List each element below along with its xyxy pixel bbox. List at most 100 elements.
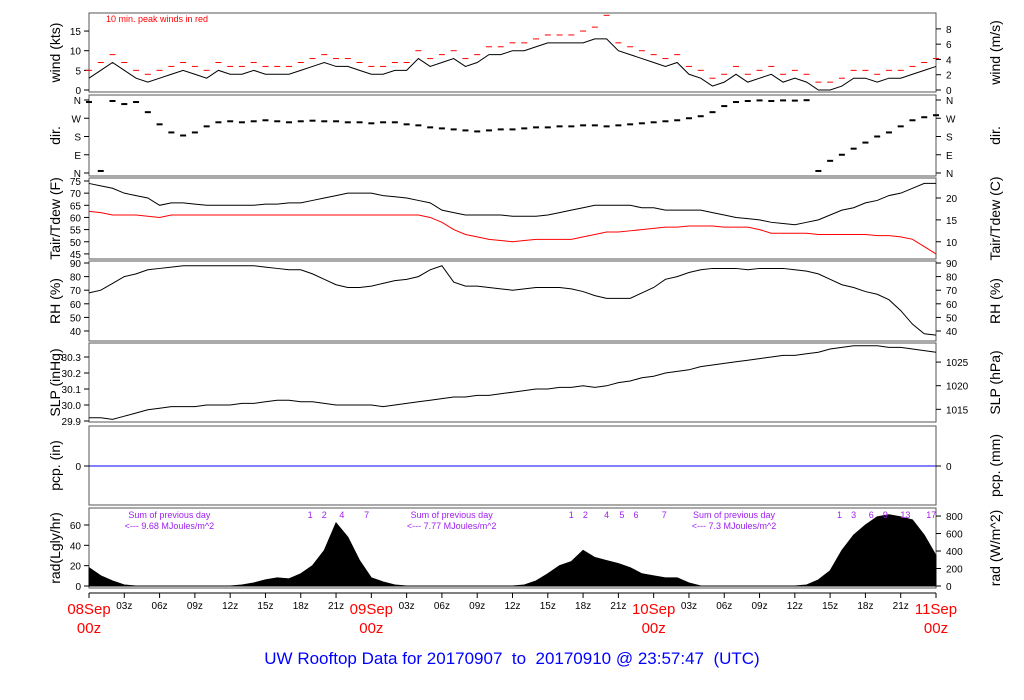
rh-left-tick-label: 90: [70, 259, 82, 270]
dir-left-tick-label: E: [74, 151, 81, 162]
x-tick-label: 06z: [716, 601, 732, 612]
rad-right-tick-label: 0: [946, 582, 952, 593]
wind-panel-frame: [88, 12, 937, 93]
x-date-sublabel: 00z: [924, 620, 948, 637]
rh-left-tick-label: 60: [70, 300, 82, 311]
wind-line: [88, 38, 937, 91]
pcp-ylabel-right: pcp. (mm): [987, 434, 1003, 497]
rad-ylabel-right: rad (W/m^2): [987, 510, 1003, 587]
dir-right-tick-label: N: [946, 96, 953, 107]
rh-right-tick-label: 60: [946, 300, 958, 311]
rad-right-tick-label: 200: [946, 565, 963, 576]
x-date-sublabel: 00z: [359, 620, 383, 637]
wind-right-tick-label: 0: [946, 86, 952, 97]
rh-right-tick-label: 40: [946, 327, 958, 338]
wind-ylabel: wind (kts): [47, 23, 63, 84]
rh-left-tick-label: 80: [70, 273, 82, 284]
dir-left-tick-label: N: [74, 169, 81, 180]
x-tick-label: 03z: [116, 601, 132, 612]
wind-left-tick-label: 15: [70, 27, 82, 38]
temp-ylabel-right: Tair/Tdew (C): [987, 176, 1003, 260]
uv-index-mark: 6: [869, 510, 874, 520]
temp-left-tick-label: 70: [70, 189, 82, 200]
temp-panel-frame: [88, 177, 937, 260]
temp-left-tick-label: 45: [70, 250, 82, 261]
x-tick-label: 12z: [787, 601, 803, 612]
slp-panel-frame: [88, 342, 937, 423]
rad-right-tick-label: 800: [946, 512, 963, 523]
radiation-area: [88, 514, 937, 587]
uv-index-mark: 9: [883, 510, 888, 520]
rh-right-tick-label: 70: [946, 286, 958, 297]
temp-ylabel: Tair/Tdew (F): [47, 177, 63, 259]
x-tick-label: 09z: [469, 601, 485, 612]
temp-left-tick-label: 55: [70, 226, 82, 237]
uv-index-mark: 3: [851, 510, 856, 520]
rh-ylabel: RH (%): [47, 278, 63, 324]
wind-right-tick-label: 4: [946, 55, 952, 66]
Tair-line: [88, 182, 936, 226]
rh-left-tick-label: 50: [70, 313, 82, 324]
daily-sum-value: <--- 7.77 MJoules/m^2: [407, 521, 497, 531]
rad-left-tick-label: 40: [70, 541, 82, 552]
x-tick-label: 09z: [751, 601, 767, 612]
rh-ylabel-right: RH (%): [987, 278, 1003, 324]
SLP-line: [89, 345, 937, 420]
uv-index-mark: 7: [364, 510, 369, 520]
x-tick-label: 09z: [187, 601, 203, 612]
rad-left-tick-label: 60: [70, 521, 82, 532]
rad-ylabel: rad(Lgly/hr): [47, 512, 63, 584]
x-date-sublabel: 00z: [77, 620, 101, 637]
x-tick-label: 06z: [434, 601, 450, 612]
x-tick-label: 15z: [257, 601, 273, 612]
uv-index-mark: 4: [604, 510, 609, 520]
pcp-right-tick-label: 0: [946, 462, 952, 473]
x-tick-label: 21z: [328, 601, 344, 612]
x-tick-label: 15z: [540, 601, 556, 612]
rh-panel-frame: [88, 260, 937, 342]
temp-right-tick-label: 10: [946, 238, 958, 249]
daily-sum-label: Sum of previous day: [693, 510, 776, 520]
wind-left-tick-label: 0: [75, 86, 81, 97]
x-tick-label: 18z: [293, 601, 309, 612]
slp-left-tick-label: 30.3: [62, 353, 82, 364]
rh-right-tick-label: 50: [946, 313, 958, 324]
daily-sum-label: Sum of previous day: [128, 510, 211, 520]
peak-wind-note: 10 min. peak winds in red: [106, 14, 208, 24]
x-tick-label: 21z: [893, 601, 909, 612]
wind-right-tick-label: 6: [946, 40, 952, 51]
dir-right-tick-label: E: [946, 151, 953, 162]
x-tick-label: 21z: [610, 601, 626, 612]
rad-left-tick-label: 0: [75, 582, 81, 593]
daily-sum-value: <--- 9.68 MJoules/m^2: [125, 521, 215, 531]
x-tick-label: 12z: [222, 601, 238, 612]
rad-panel-frame: [88, 507, 937, 589]
slp-right-tick-label: 1020: [946, 382, 969, 393]
dir-left-tick-label: N: [74, 96, 81, 107]
uv-index-mark: 4: [339, 510, 344, 520]
rh-left-tick-label: 70: [70, 286, 82, 297]
dir-panel-frame: [88, 94, 937, 177]
wind-right-tick-label: 8: [946, 25, 952, 36]
rad-right-tick-label: 400: [946, 547, 963, 558]
slp-right-tick-label: 1025: [946, 358, 969, 369]
wind-ylabel-right: wind (m/s): [987, 20, 1003, 86]
rad-right-tick-label: 600: [946, 530, 963, 541]
rh-left-tick-label: 40: [70, 327, 82, 338]
uv-index-mark: 1: [569, 510, 574, 520]
wind-left-tick-label: 10: [70, 47, 82, 58]
slp-ylabel-right: SLP (hPa): [987, 350, 1003, 414]
x-tick-label: 18z: [575, 601, 591, 612]
x-date-sublabel: 00z: [642, 620, 666, 637]
dir-ylabel: dir.: [47, 126, 63, 145]
slp-left-tick-label: 30.1: [62, 385, 82, 396]
temp-left-tick-label: 50: [70, 238, 82, 249]
temp-left-tick-label: 65: [70, 201, 82, 212]
x-date-label: 09Sep: [350, 601, 393, 618]
chart-title: UW Rooftop Data for 20170907 to 20170910…: [264, 649, 760, 668]
uv-index-mark: 1: [837, 510, 842, 520]
daily-sum-label: Sum of previous day: [411, 510, 494, 520]
uv-index-mark: 2: [322, 510, 327, 520]
slp-left-tick-label: 30.0: [62, 401, 82, 412]
